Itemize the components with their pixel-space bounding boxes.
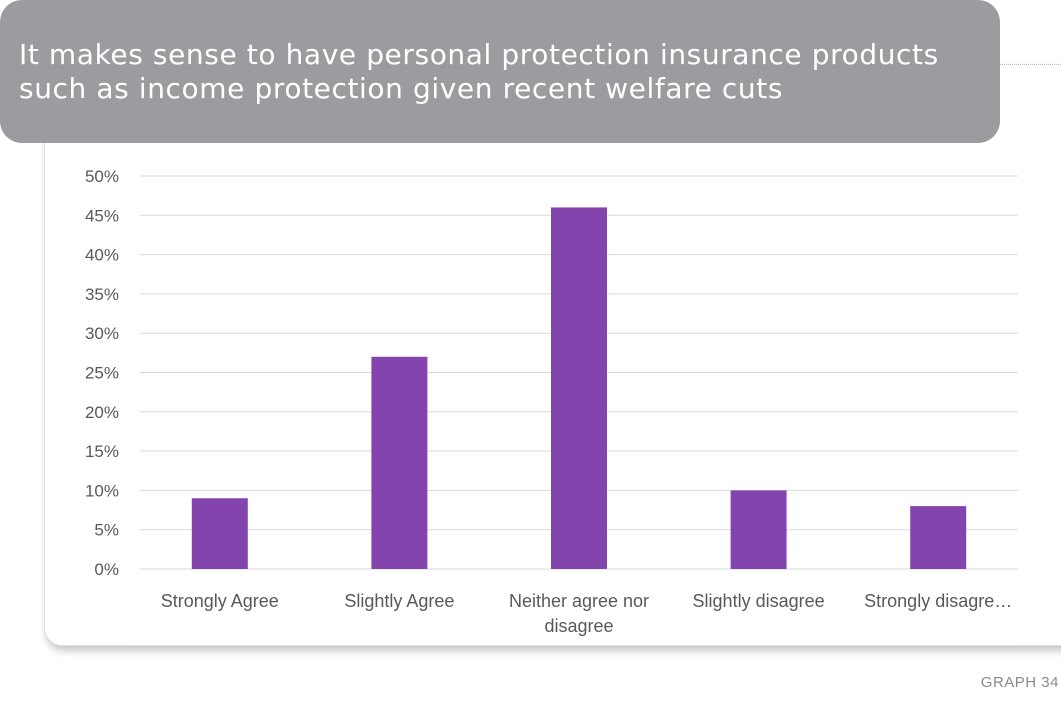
x-tick-label: Slightly Agree (344, 591, 454, 611)
bars (191, 207, 967, 569)
y-tick-label: 0% (94, 560, 119, 579)
y-axis-tick-labels: 0% 5% 10% 15% 20% 25% 30% 35% 40% 45% 50% (85, 167, 119, 579)
y-tick-label: 50% (85, 167, 119, 186)
y-tick-label: 45% (85, 206, 119, 225)
graph-number-label: GRAPH 34 (980, 674, 1059, 691)
bar (730, 490, 787, 569)
y-tick-label: 20% (85, 403, 119, 422)
x-axis-tick-labels: Strongly Agree Slightly Agree Neither agre… (161, 591, 1012, 636)
bar (191, 498, 248, 569)
y-tick-label: 40% (85, 246, 119, 265)
bar (371, 356, 428, 569)
y-tick-label: 5% (94, 521, 119, 540)
x-tick-label: Strongly Agree (161, 591, 279, 611)
bar (910, 506, 967, 569)
bar (551, 207, 607, 569)
y-tick-label: 15% (85, 442, 119, 461)
y-tick-label: 30% (85, 324, 119, 343)
x-tick-label: Strongly disagre… (864, 591, 1012, 611)
y-tick-label: 35% (85, 285, 119, 304)
x-tick-label: Slightly disagree (693, 591, 825, 611)
y-tick-label: 10% (85, 481, 119, 500)
x-tick-label: disagree (544, 616, 613, 636)
x-tick-label: Neither agree nor (509, 591, 649, 611)
title-banner: It makes sense to have personal protecti… (0, 0, 1000, 143)
chart-title-line-2: such as income protection given recent w… (19, 72, 784, 105)
chart-title-line-1: It makes sense to have personal protecti… (19, 38, 939, 71)
y-tick-label: 25% (85, 364, 119, 383)
